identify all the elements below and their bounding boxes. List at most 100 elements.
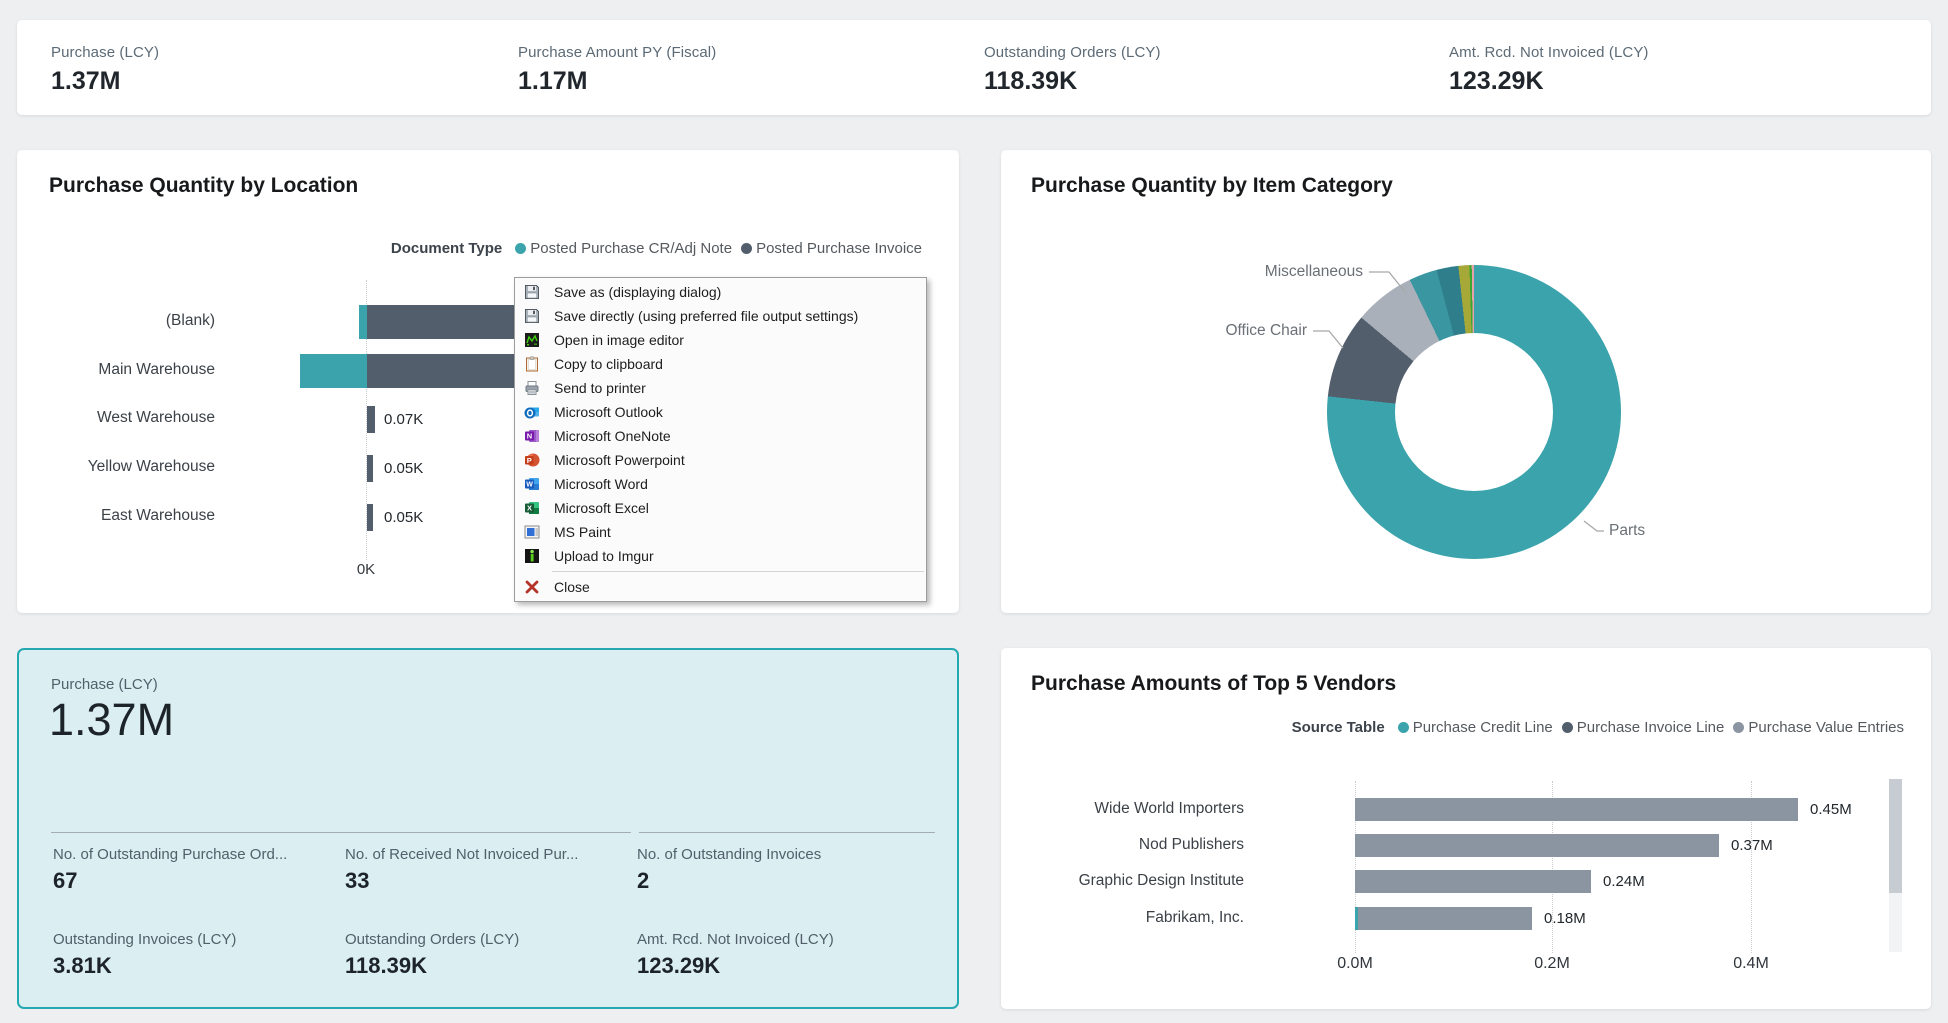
- floppy-disk-icon: [525, 309, 539, 323]
- vendor-label: Graphic Design Institute: [1078, 872, 1244, 889]
- bar-value-label: 0.37M: [1731, 837, 1773, 854]
- menu-item-open-image-editor[interactable]: Open in image editor: [515, 328, 926, 352]
- legend-label: Purchase Invoice Line: [1576, 719, 1725, 736]
- chart-title: Purchase Quantity by Item Category: [1031, 174, 1393, 197]
- bar-wide-world-importers[interactable]: [1355, 798, 1798, 821]
- stat-outstanding-invoices-lcy[interactable]: Outstanding Invoices (LCY) 3.81K: [53, 931, 338, 979]
- category-label: West Warehouse: [96, 409, 215, 426]
- legend-item-invoice-line[interactable]: Purchase Invoice Line: [1561, 719, 1725, 736]
- x-axis-tick: 0.2M: [1534, 955, 1570, 972]
- kpi-label: Amt. Rcd. Not Invoiced (LCY): [1449, 44, 1649, 61]
- vendor-label: Nod Publishers: [1138, 836, 1244, 853]
- kpi-value: 1.17M: [518, 67, 588, 95]
- stat-label: No. of Outstanding Invoices: [637, 846, 822, 863]
- bar-main-warehouse-cr-adj[interactable]: [300, 354, 367, 388]
- menu-item-ms-paint[interactable]: MS Paint: [515, 520, 926, 544]
- stat-outstanding-orders-lcy[interactable]: Outstanding Orders (LCY) 118.39K: [345, 931, 630, 979]
- vendors-chart-legend: Source Table Purchase Credit Line Purcha…: [1292, 719, 1904, 736]
- kpi-outstanding-orders[interactable]: Outstanding Orders (LCY) 118.39K: [984, 44, 1161, 96]
- bar-fabrikam-inc[interactable]: [1355, 907, 1532, 930]
- bar-west-warehouse-invoice[interactable]: [367, 406, 375, 433]
- bar-east-warehouse-invoice[interactable]: [367, 504, 373, 531]
- menu-item-microsoft-powerpoint[interactable]: P Microsoft Powerpoint: [515, 448, 926, 472]
- stat-outstanding-invoices-count[interactable]: No. of Outstanding Invoices 2: [637, 846, 922, 894]
- menu-item-copy-to-clipboard[interactable]: Copy to clipboard: [515, 352, 926, 376]
- legend-dot-teal: [1397, 722, 1409, 733]
- legend-label: Posted Purchase Invoice: [756, 240, 922, 257]
- legend-title: Document Type: [390, 240, 503, 257]
- bar-graphic-design-institute[interactable]: [1355, 870, 1591, 893]
- chart-title: Purchase Amounts of Top 5 Vendors: [1031, 672, 1397, 695]
- bar-nod-publishers[interactable]: [1355, 834, 1719, 857]
- menu-separator: [552, 571, 924, 572]
- stat-amt-rcd-not-invoiced-lcy[interactable]: Amt. Rcd. Not Invoiced (LCY) 123.29K: [637, 931, 922, 979]
- floppy-disk-icon: [525, 285, 539, 299]
- stat-value: 67: [53, 868, 78, 893]
- legend-label: Purchase Credit Line: [1412, 719, 1553, 736]
- bar-blank-cr-adj[interactable]: [359, 305, 367, 339]
- stat-outstanding-purchase-orders[interactable]: No. of Outstanding Purchase Ord... 67: [53, 846, 338, 894]
- vendor-label: Fabrikam, Inc.: [1145, 909, 1244, 926]
- menu-item-send-to-printer[interactable]: Send to printer: [515, 376, 926, 400]
- legend-dot-teal: [515, 243, 527, 254]
- scrollbar-thumb[interactable]: [1889, 779, 1902, 893]
- close-icon: [525, 580, 539, 594]
- bar-value-label: 0.45M: [1810, 801, 1852, 818]
- menu-item-microsoft-onenote[interactable]: N Microsoft OneNote: [515, 424, 926, 448]
- stat-label: Outstanding Invoices (LCY): [53, 931, 237, 948]
- context-menu: Save as (displaying dialog) Save directl…: [514, 277, 927, 602]
- kpi-amt-rcd-not-invoiced[interactable]: Amt. Rcd. Not Invoiced (LCY) 123.29K: [1449, 44, 1649, 96]
- gridline: [1552, 781, 1553, 953]
- legend-item-invoice[interactable]: Posted Purchase Invoice: [741, 240, 922, 257]
- chart-title: Purchase Quantity by Location: [49, 174, 359, 197]
- stat-label: No. of Received Not Invoiced Pur...: [345, 846, 579, 863]
- stat-value: 33: [345, 868, 370, 893]
- category-label: Main Warehouse: [98, 361, 215, 378]
- menu-item-save-as[interactable]: Save as (displaying dialog): [515, 280, 926, 304]
- bar-fabrikam-credit-sliver[interactable]: [1355, 907, 1358, 930]
- excel-icon: X: [525, 502, 539, 514]
- menu-item-close[interactable]: Close: [515, 575, 926, 599]
- legend-item-credit-line[interactable]: Purchase Credit Line: [1397, 719, 1553, 736]
- legend-item-value-entries[interactable]: Purchase Value Entries: [1733, 719, 1904, 736]
- bar-yellow-warehouse-invoice[interactable]: [367, 455, 373, 482]
- stat-value: 3.81K: [53, 953, 112, 978]
- zero-gridline: [366, 280, 367, 560]
- legend-dot-slate: [1561, 722, 1573, 733]
- menu-item-microsoft-excel[interactable]: X Microsoft Excel: [515, 496, 926, 520]
- kpi-purchase-amount-py[interactable]: Purchase Amount PY (Fiscal) 1.17M: [518, 44, 716, 96]
- legend-title: Source Table: [1291, 719, 1385, 736]
- top-5-vendors-card: Purchase Amounts of Top 5 Vendors Source…: [1001, 648, 1931, 1009]
- kpi-value: 1.37M: [51, 67, 121, 95]
- stat-received-not-invoiced[interactable]: No. of Received Not Invoiced Pur... 33: [345, 846, 630, 894]
- gridline: [1751, 781, 1752, 953]
- category-label: Yellow Warehouse: [87, 458, 215, 475]
- outlook-icon: [524, 407, 539, 419]
- kpi-strip: Purchase (LCY) 1.37M Purchase Amount PY …: [17, 20, 1931, 115]
- bar-value-label: 0.07K: [384, 411, 424, 428]
- menu-item-upload-to-imgur[interactable]: Upload to Imgur: [515, 544, 926, 568]
- gridline: [1355, 781, 1356, 953]
- donut-hole: [1395, 333, 1553, 491]
- clipboard-icon: [526, 356, 538, 372]
- vendor-label: Wide World Importers: [1094, 800, 1244, 817]
- menu-item-microsoft-outlook[interactable]: Microsoft Outlook: [515, 400, 926, 424]
- kpi-purchase-lcy[interactable]: Purchase (LCY) 1.37M: [51, 44, 159, 96]
- bar-value-label: 0.18M: [1544, 910, 1586, 927]
- vertical-scrollbar[interactable]: [1889, 779, 1902, 952]
- selected-purchase-brick-card[interactable]: Purchase (LCY) 1.37M No. of Outstanding …: [17, 648, 959, 1009]
- svg-text:W: W: [526, 482, 533, 489]
- bar-value-label: 0.05K: [384, 460, 424, 477]
- stat-value: 118.39K: [345, 953, 427, 978]
- divider: [639, 832, 935, 833]
- donut-label-miscellaneous: Miscellaneous: [1264, 263, 1363, 280]
- stat-label: No. of Outstanding Purchase Ord...: [53, 846, 288, 863]
- paint-icon: [524, 525, 540, 539]
- printer-icon: [525, 381, 539, 395]
- legend-item-cr-adj-note[interactable]: Posted Purchase CR/Adj Note: [515, 240, 732, 257]
- menu-item-save-directly[interactable]: Save directly (using preferred file outp…: [515, 304, 926, 328]
- imgur-icon: [525, 549, 539, 563]
- menu-item-microsoft-word[interactable]: W Microsoft Word: [515, 472, 926, 496]
- word-icon: W: [525, 478, 539, 490]
- purchase-quantity-by-item-category-card: Purchase Quantity by Item Category Misce…: [1001, 150, 1931, 613]
